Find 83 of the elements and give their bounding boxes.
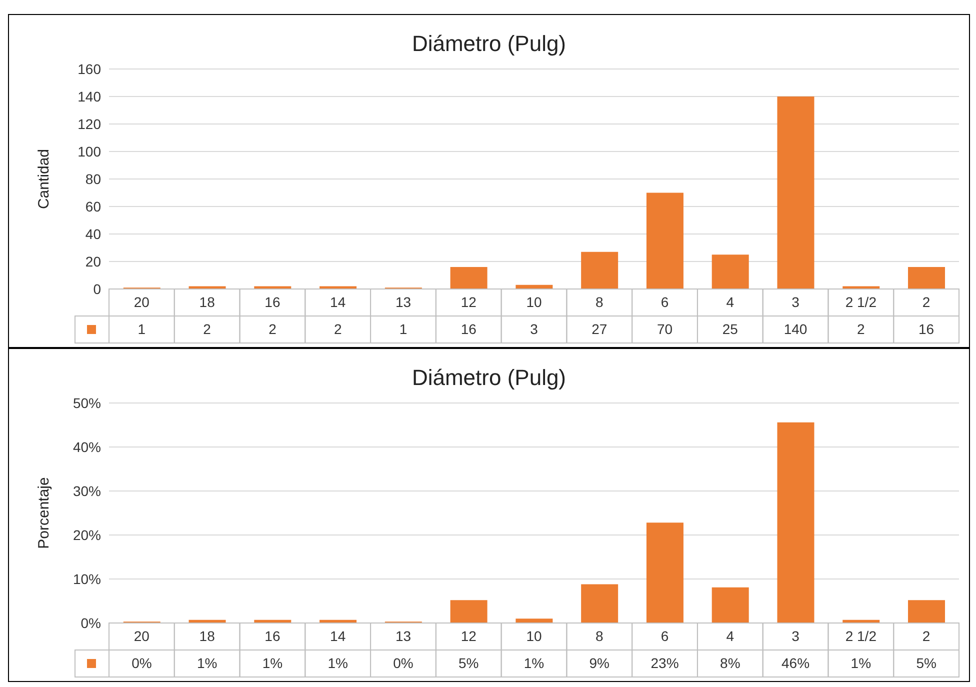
data-label: 1 [138,321,146,337]
x-tick-label: 10 [526,294,542,310]
data-label: 1% [524,655,544,671]
x-tick-label: 2 1/2 [845,628,877,644]
data-label: 9% [589,655,610,671]
x-tick-label: 18 [199,628,216,644]
y-tick-label: 0 [93,280,102,297]
data-label: 16 [460,321,477,337]
data-label: 5% [916,655,936,671]
bar [646,522,684,623]
data-label: 1% [850,655,872,671]
data-label: 2 [268,321,277,337]
y-tick-label: 80 [85,170,102,187]
data-label: 1 [399,321,408,337]
x-tick-label: 8 [595,628,604,644]
x-tick-label: 3 [792,628,800,644]
x-tick-label: 10 [526,628,542,644]
x-tick-label: 14 [330,628,346,644]
y-tick-label: 30% [72,482,101,499]
data-label: 8% [720,655,740,671]
x-tick-label: 12 [460,628,477,644]
bar [777,96,814,289]
x-tick-label: 13 [395,294,412,310]
y-tick-label: 20% [72,526,101,543]
data-label: 0% [132,655,152,671]
bar [646,192,684,289]
bar [712,587,749,623]
x-tick-label: 4 [726,294,734,310]
bar [712,254,749,289]
y-tick-label: 20 [85,253,102,270]
x-tick-label: 3 [792,294,800,310]
y-tick-label: 140 [78,88,102,104]
chart-title: Diámetro (Pulg) [410,31,568,58]
data-label: 25 [722,321,738,337]
bar [450,600,488,623]
data-label: 70 [656,321,673,337]
data-label: 16 [918,321,934,337]
x-tick-label: 2 [922,628,930,644]
data-label: 2 [857,321,866,337]
bar [777,422,814,623]
data-label: 1% [328,655,348,671]
x-tick-label: 20 [134,294,150,310]
data-label: 0% [393,655,414,671]
data-label: 2 [334,321,342,337]
y-tick-label: 40% [72,438,101,455]
bar [908,600,945,623]
bar [581,584,618,623]
data-label: 46% [782,655,810,671]
x-tick-label: 8 [595,294,604,310]
x-tick-label: 16 [264,294,280,310]
data-label: 140 [784,321,808,337]
x-tick-label: 2 1/2 [845,294,877,310]
y-tick-label: 0% [80,614,101,631]
data-label: 5% [458,655,479,671]
y-tick-label: 120 [78,116,102,132]
data-label: 1% [196,655,218,671]
x-tick-label: 2 [922,294,930,310]
x-tick-label: 16 [264,628,280,644]
y-tick-label: 40 [85,226,102,242]
x-tick-label: 6 [660,628,669,644]
y-tick-label: 10% [72,570,101,587]
data-label: 3 [530,321,538,337]
x-tick-label: 14 [330,294,346,310]
bar [450,267,488,289]
y-tick-label: 60 [85,198,102,214]
y-axis-title: Cantidad [35,148,52,210]
y-tick-label: 50% [72,394,101,411]
bar [581,252,618,289]
data-label: 1% [262,655,283,671]
y-tick-label: 160 [78,60,102,77]
y-axis-title: Porcentaje [35,477,52,549]
x-tick-label: 18 [199,294,216,310]
bar [908,267,945,289]
chart-title: Diámetro (Pulg) [410,365,568,392]
x-tick-label: 12 [460,294,477,310]
data-label: 23% [650,655,679,671]
data-label: 27 [592,321,608,337]
x-tick-label: 20 [134,628,150,644]
data-label: 2 [203,321,212,337]
x-tick-label: 6 [660,294,669,310]
x-tick-label: 13 [395,628,412,644]
x-tick-label: 4 [726,628,734,644]
y-tick-label: 100 [78,143,102,160]
